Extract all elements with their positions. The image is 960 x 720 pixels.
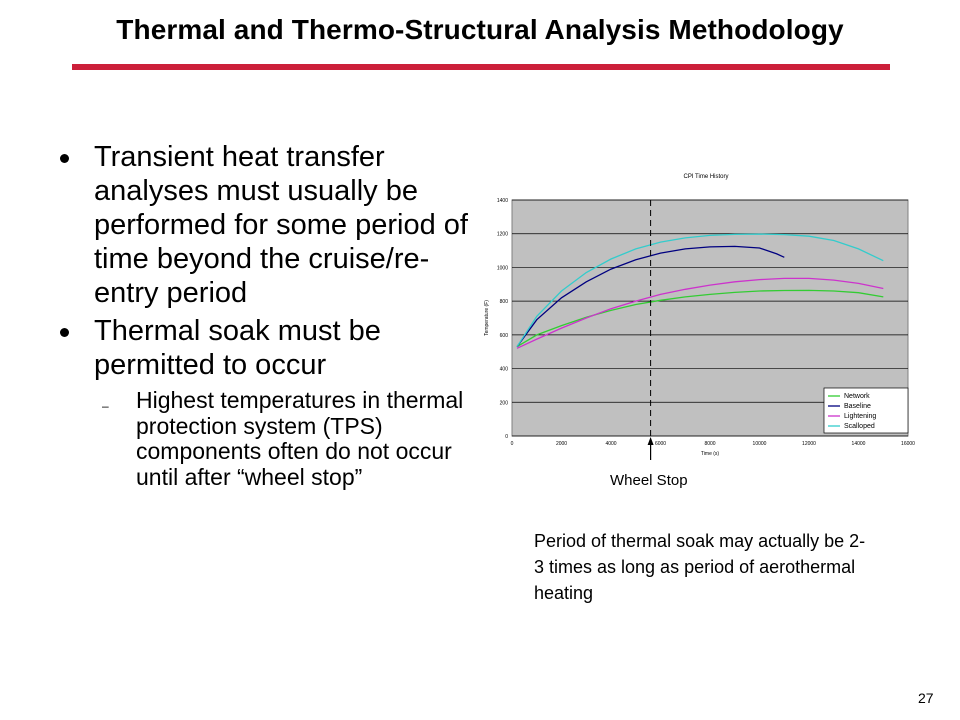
x-tick-label: 14000 (852, 441, 866, 447)
title-underline (72, 64, 890, 70)
y-tick-label: 1200 (497, 232, 508, 238)
legend-label: Lightening (844, 413, 876, 420)
x-tick-label: 16000 (901, 441, 915, 447)
bullet-dot-icon (60, 328, 69, 337)
x-tick-label: 10000 (753, 441, 767, 447)
bullet-item: Thermal soak must be permitted to occur (56, 314, 476, 382)
series-line (516, 233, 884, 348)
dash-icon: – (102, 399, 109, 413)
legend-label: Baseline (844, 403, 871, 410)
bullet-text: Thermal soak must be permitted to occur (94, 315, 381, 381)
series-line (516, 277, 884, 349)
series-line (516, 289, 884, 348)
x-tick-label: 0 (511, 441, 514, 447)
bullet-dot-icon (60, 154, 69, 163)
legend-label: Network (844, 393, 870, 400)
wheel-stop-label: Wheel Stop (610, 472, 688, 489)
y-tick-label: 0 (505, 434, 508, 440)
x-tick-label: 8000 (704, 441, 715, 447)
series-line (516, 245, 785, 348)
x-tick-label: 2000 (556, 441, 567, 447)
y-tick-label: 400 (500, 367, 509, 373)
x-tick-label: 6000 (655, 441, 666, 447)
wheel-stop-arrow-head (647, 437, 654, 445)
slide-title: Thermal and Thermo-Structural Analysis M… (116, 14, 844, 45)
y-axis-label: Temperature (F) (484, 300, 490, 336)
bullet-item: Transient heat transfer analyses must us… (56, 140, 476, 310)
chart-title: CPI Time History (683, 174, 728, 180)
sub-bullet-item: – Highest temperatures in thermal protec… (56, 387, 466, 490)
bullet-list: Transient heat transfer analyses must us… (56, 140, 476, 490)
x-axis-label: Time (s) (701, 451, 719, 457)
sub-bullet-text: Highest temperatures in thermal protecti… (136, 387, 464, 490)
y-tick-label: 1400 (497, 198, 508, 204)
note-text: Period of thermal soak may actually be 2… (534, 531, 866, 603)
y-tick-label: 600 (500, 333, 509, 339)
y-tick-label: 800 (500, 299, 509, 305)
x-tick-label: 12000 (802, 441, 816, 447)
y-tick-label: 200 (500, 400, 509, 406)
x-tick-label: 4000 (605, 441, 616, 447)
y-tick-label: 1000 (497, 265, 508, 271)
legend-label: Scalloped (844, 423, 875, 430)
bullet-text: Transient heat transfer analyses must us… (94, 141, 468, 309)
page-number: 27 (918, 690, 934, 706)
